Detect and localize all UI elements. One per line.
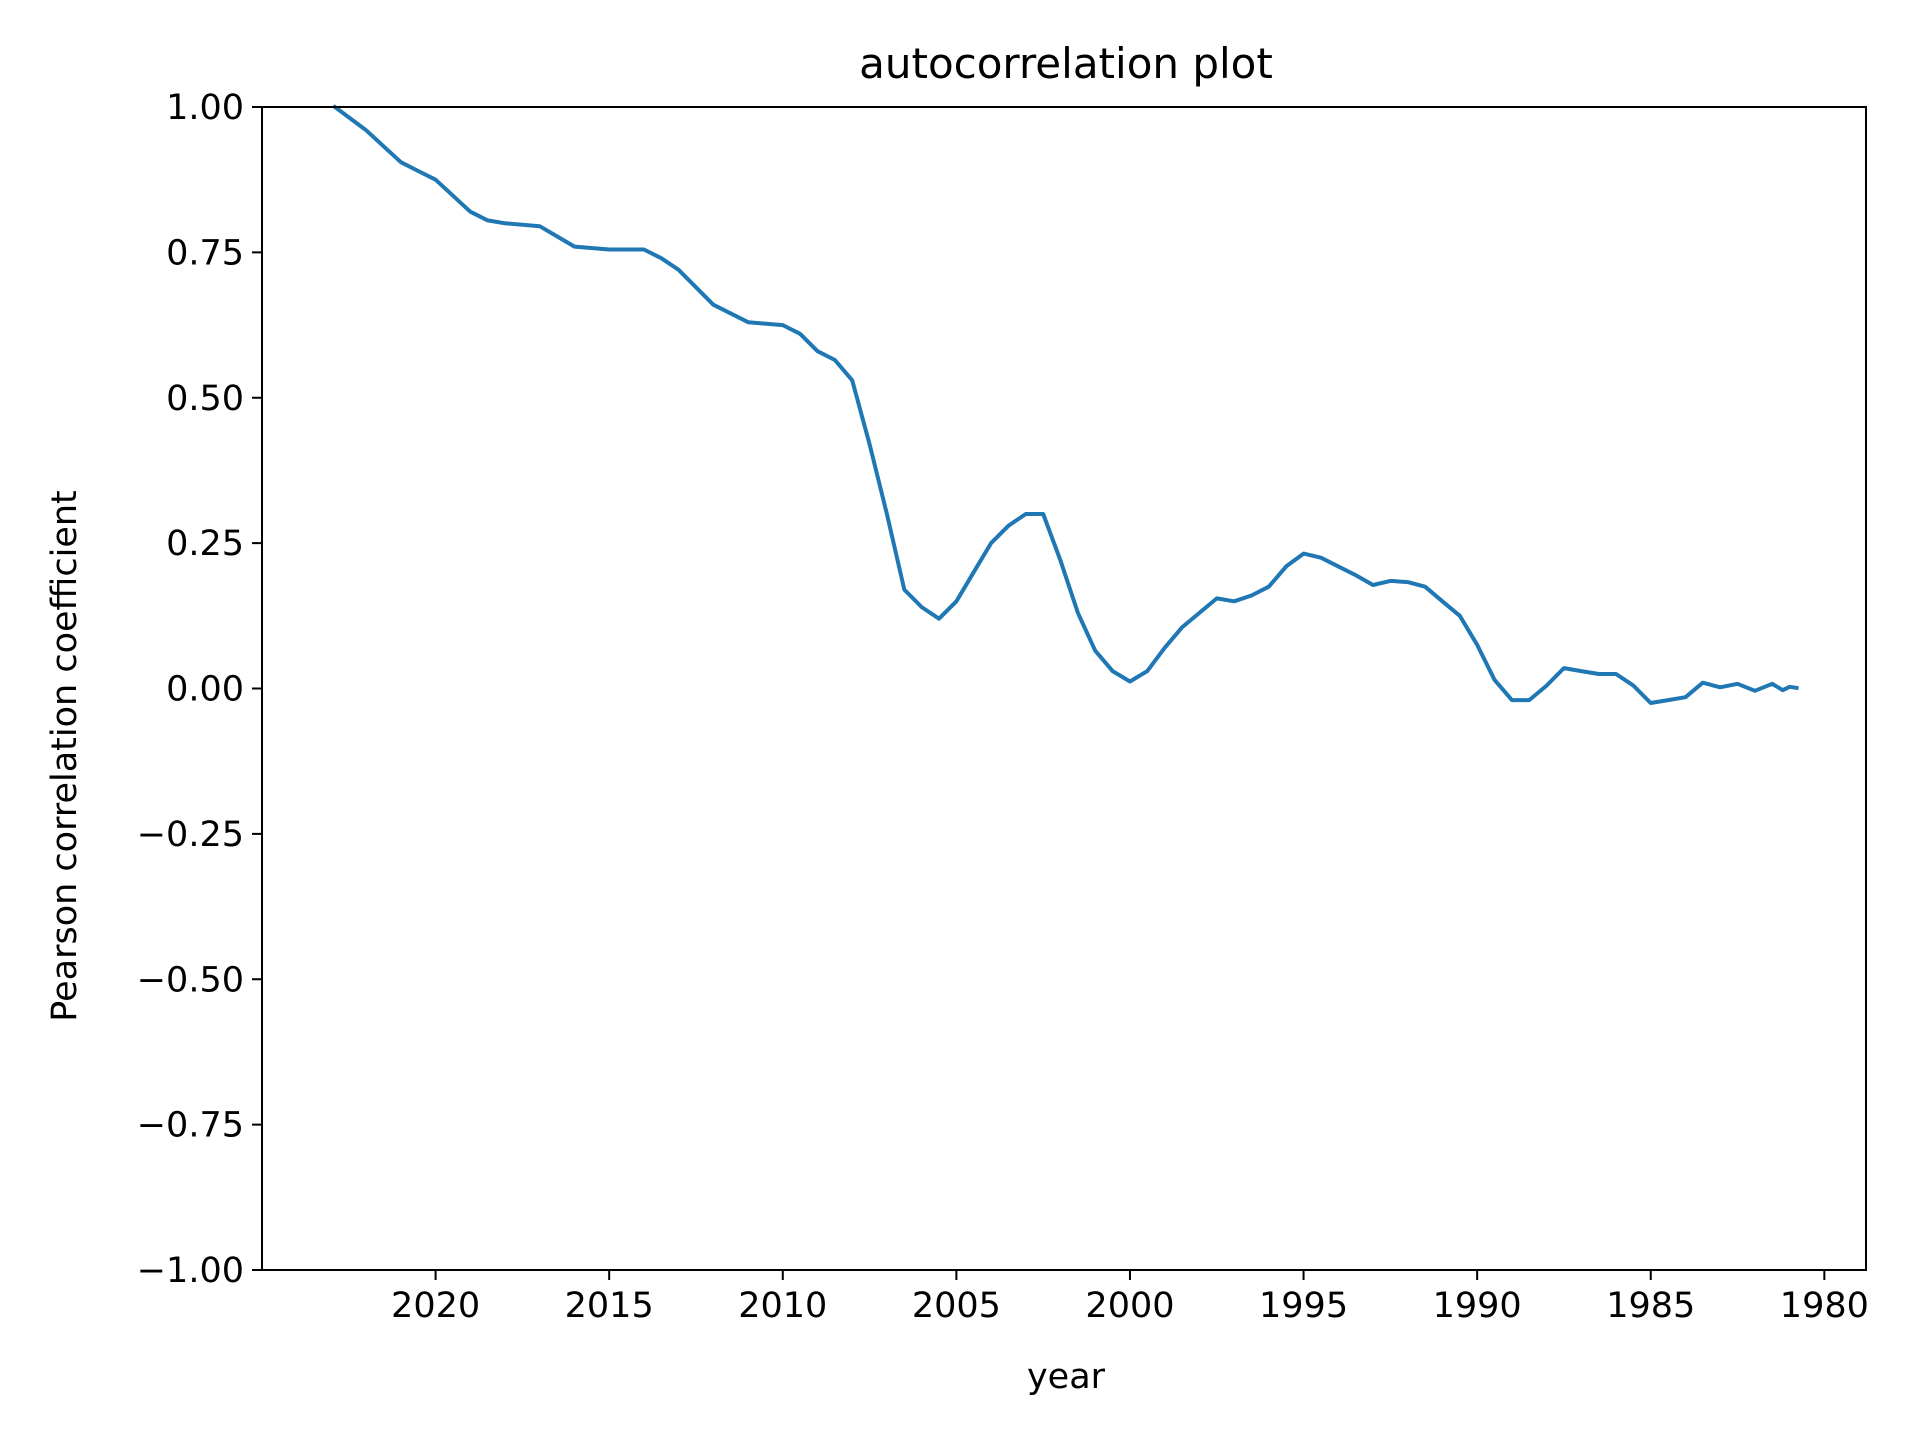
y-tick-label-8: −1.00 (137, 1251, 244, 1291)
axes: 2020 2015 2010 2005 2000 1995 1990 1985 1980 1.00… (137, 88, 1869, 1326)
y-tick-label-2: 0.50 (166, 379, 244, 419)
x-axis-label: year (1027, 1357, 1106, 1397)
y-tick-label-0: 1.00 (166, 88, 244, 128)
y-tick-label-6: −0.50 (137, 960, 244, 1000)
y-tick-label-3: 0.25 (166, 524, 244, 564)
x-tick-label-6: 1990 (1433, 1286, 1522, 1326)
y-tick-label-4: 0.00 (166, 670, 244, 710)
x-tick-label-1: 2015 (565, 1286, 654, 1326)
x-tick-label-7: 1985 (1606, 1286, 1695, 1326)
x-tick-label-0: 2020 (391, 1286, 480, 1326)
series-line-0 (332, 104, 1799, 705)
y-tick-label-7: −0.75 (137, 1106, 244, 1146)
x-tick-label-2: 2010 (738, 1286, 827, 1326)
y-axis-label: Pearson correlation coefficient (45, 490, 85, 1022)
y-tick-label-1: 0.75 (166, 233, 244, 273)
chart-title: autocorrelation plot (859, 39, 1273, 88)
x-tick-label-5: 1995 (1259, 1286, 1348, 1326)
x-tick-label-3: 2005 (912, 1286, 1001, 1326)
x-tick-label-8: 1980 (1780, 1286, 1869, 1326)
x-tick-label-4: 2000 (1085, 1286, 1174, 1326)
y-tick-label-5: −0.25 (137, 815, 244, 855)
plot-area (332, 104, 1799, 705)
